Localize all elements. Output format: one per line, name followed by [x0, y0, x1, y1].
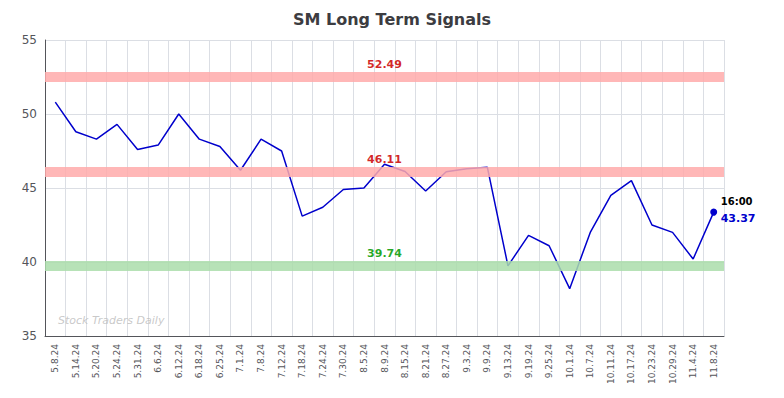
svg-text:8.15.24: 8.15.24 — [400, 344, 410, 379]
svg-text:45: 45 — [22, 181, 37, 195]
svg-text:7.8.24: 7.8.24 — [256, 344, 266, 373]
svg-text:10.11.24: 10.11.24 — [606, 344, 616, 384]
svg-text:7.24.24: 7.24.24 — [318, 344, 328, 379]
svg-text:7.18.24: 7.18.24 — [297, 344, 307, 379]
svg-text:7.1.24: 7.1.24 — [235, 344, 245, 373]
svg-text:6.18.24: 6.18.24 — [194, 344, 204, 379]
svg-text:8.5.24: 8.5.24 — [359, 344, 369, 373]
svg-text:10.17.24: 10.17.24 — [626, 344, 636, 384]
svg-text:9.13.24: 9.13.24 — [503, 344, 513, 379]
svg-text:10.23.24: 10.23.24 — [647, 344, 657, 384]
svg-text:11.4.24: 11.4.24 — [688, 344, 698, 379]
svg-text:SM Long Term Signals: SM Long Term Signals — [293, 10, 491, 29]
svg-text:8.27.24: 8.27.24 — [441, 344, 451, 379]
svg-text:9.3.24: 9.3.24 — [462, 344, 472, 373]
svg-text:9.19.24: 9.19.24 — [524, 344, 534, 379]
svg-text:7.12.24: 7.12.24 — [277, 344, 287, 379]
svg-text:10.7.24: 10.7.24 — [585, 344, 595, 379]
svg-text:10.29.24: 10.29.24 — [668, 344, 678, 384]
svg-text:50: 50 — [22, 107, 37, 121]
svg-text:5.24.24: 5.24.24 — [112, 344, 122, 379]
svg-text:6.12.24: 6.12.24 — [174, 344, 184, 379]
svg-text:9.25.24: 9.25.24 — [544, 344, 554, 379]
svg-text:43.37: 43.37 — [721, 212, 756, 225]
svg-text:5.8.24: 5.8.24 — [50, 344, 60, 373]
svg-text:35: 35 — [22, 329, 37, 343]
svg-text:6.6.24: 6.6.24 — [153, 344, 163, 373]
svg-text:11.8.24: 11.8.24 — [709, 344, 719, 379]
svg-text:39.74: 39.74 — [367, 247, 402, 260]
svg-text:8.9.24: 8.9.24 — [380, 344, 390, 373]
svg-text:52.49: 52.49 — [367, 58, 402, 71]
svg-text:40: 40 — [22, 255, 37, 269]
svg-text:46.11: 46.11 — [367, 153, 402, 166]
svg-text:6.25.24: 6.25.24 — [215, 344, 225, 379]
svg-text:5.20.24: 5.20.24 — [91, 344, 101, 379]
svg-text:10.1.24: 10.1.24 — [565, 344, 575, 379]
svg-text:9.9.24: 9.9.24 — [482, 344, 492, 373]
svg-text:5.14.24: 5.14.24 — [71, 344, 81, 379]
svg-text:5.31.24: 5.31.24 — [133, 344, 143, 379]
svg-text:8.21.24: 8.21.24 — [421, 344, 431, 379]
svg-text:Stock Traders Daily: Stock Traders Daily — [58, 314, 165, 327]
svg-text:16:00: 16:00 — [721, 196, 753, 207]
svg-text:7.30.24: 7.30.24 — [338, 344, 348, 379]
svg-text:55: 55 — [22, 33, 37, 47]
